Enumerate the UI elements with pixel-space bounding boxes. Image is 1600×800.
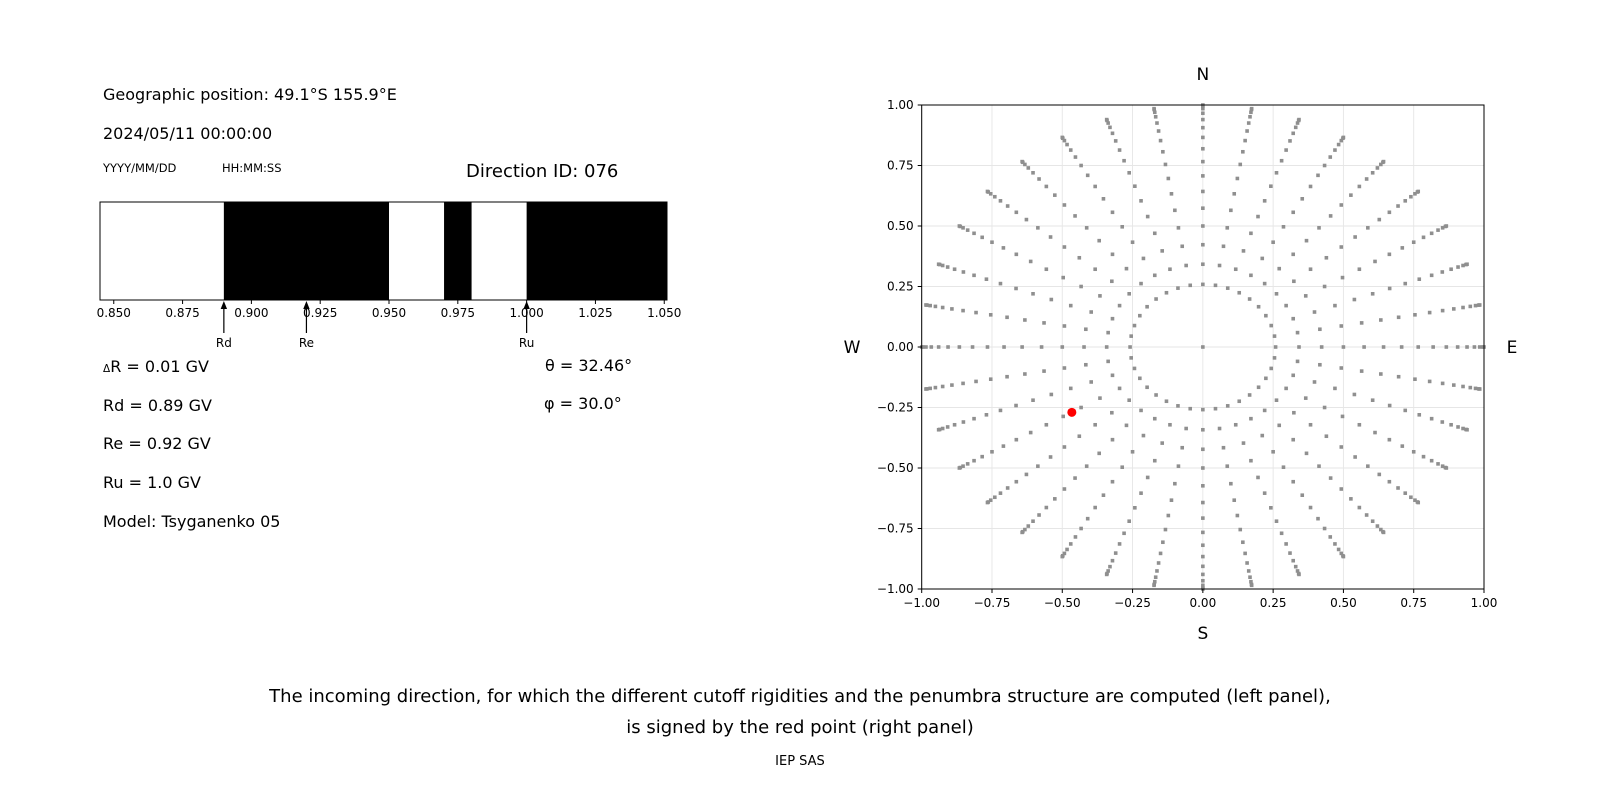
readout-rd: Rd = 0.89 GV (103, 396, 212, 415)
y-tick-label: −0.75 (877, 522, 914, 536)
geographic-position-label: Geographic position: 49.1°S 155.9°E (103, 85, 397, 104)
direction-map-chart: −1.00 −0.75 −0.50 −0.25 0.00 0.25 0.50 0.75 1.00… (844, 65, 1518, 644)
penumbra-tick-label: 1.025 (578, 306, 612, 320)
y-tick-label: 1.00 (887, 98, 914, 112)
y-tick-label: 0.50 (887, 219, 914, 233)
penumbra-tick-label: 1.050 (647, 306, 681, 320)
readout-delta-r-text: R = 0.01 GV (110, 357, 209, 376)
penumbra-tick-label: 0.850 (97, 306, 131, 320)
y-axis-ticks: −1.00 −0.75 −0.50 −0.25 0.00 0.25 0.50 0.75 1.00 (877, 98, 922, 596)
compass-north-label: N (1196, 65, 1209, 85)
credit-label: IEP SAS (775, 754, 825, 769)
x-tick-label: −0.25 (1114, 596, 1151, 610)
y-tick-label: −0.50 (877, 461, 914, 475)
date-format-hint: YYYY/MM/DD (103, 161, 177, 175)
forbidden-band (526, 202, 667, 300)
readout-re: Re = 0.92 GV (103, 434, 211, 453)
readout-ru: Ru = 1.0 GV (103, 473, 201, 492)
caption-line-1: The incoming direction, for which the di… (269, 686, 1331, 707)
penumbra-tick-label: 0.900 (234, 306, 268, 320)
x-tick-label: −0.50 (1044, 596, 1081, 610)
red-incoming-direction-point (1067, 407, 1077, 417)
penumbra-tick-label: 0.875 (165, 306, 199, 320)
time-format-hint: HH:MM:SS (222, 161, 282, 175)
y-tick-label: −1.00 (877, 582, 914, 596)
y-tick-label: 0.75 (887, 159, 914, 173)
arrow-head-icon (523, 301, 530, 309)
x-tick-label: 0.50 (1330, 596, 1357, 610)
x-tick-label: −0.75 (974, 596, 1011, 610)
datetime-label: 2024/05/11 00:00:00 (103, 124, 273, 143)
y-tick-label: 0.25 (887, 280, 914, 294)
penumbra-chart: 0.850 0.875 0.900 0.925 0.950 0.975 1.000 1.025… (97, 201, 681, 350)
direction-id-label: Direction ID: 076 (466, 161, 619, 182)
penumbra-arrows: Rd Re Ru (216, 301, 534, 350)
readout-re-text: Re = 0.92 GV (103, 434, 211, 453)
caption-line-2: is signed by the red point (right panel) (626, 717, 974, 738)
penumbra-tick-label: 0.925 (303, 306, 337, 320)
penumbra-plot-area (99, 201, 668, 301)
forbidden-band (223, 202, 390, 300)
penumbra-x-axis: 0.850 0.875 0.900 0.925 0.950 0.975 1.000 1.025… (97, 300, 681, 320)
readout-model: Model: Tsyganenko 05 (103, 512, 280, 531)
readout-delta-r: ΔR = 0.01 GV (103, 357, 209, 376)
penumbra-tick-label: 0.975 (441, 306, 475, 320)
compass-east-label: E (1507, 338, 1518, 358)
x-tick-label: 0.25 (1260, 596, 1287, 610)
readout-ru-text: Ru = 1.0 GV (103, 473, 201, 492)
forbidden-band (444, 202, 472, 300)
readout-model-text: Model: Tsyganenko 05 (103, 512, 281, 531)
arrow-label: Rd (216, 336, 232, 350)
x-tick-label: 0.75 (1400, 596, 1427, 610)
arrow-label: Ru (519, 336, 534, 350)
arrow-head-icon (220, 301, 228, 309)
x-axis-ticks: −1.00 −0.75 −0.50 −0.25 0.00 0.25 0.50 0.75 1.00 (903, 589, 1497, 610)
theta-angle-label: θ = 32.46° (545, 356, 633, 375)
penumbra-tick-label: 0.950 (372, 306, 406, 320)
x-tick-label: 1.00 (1471, 596, 1498, 610)
y-tick-label: 0.00 (887, 340, 914, 354)
compass-south-label: S (1197, 624, 1208, 644)
arrow-label: Re (299, 336, 314, 350)
x-tick-label: −1.00 (903, 596, 940, 610)
readout-rd-text: Rd = 0.89 GV (103, 396, 212, 415)
delta-glyph: Δ (103, 363, 111, 375)
x-tick-label: 0.00 (1189, 596, 1216, 610)
compass-west-label: W (844, 338, 861, 358)
arrow-head-icon (303, 301, 310, 309)
direction-grid-dots (919, 103, 1486, 591)
phi-angle-label: φ = 30.0° (544, 394, 622, 413)
y-tick-label: −0.25 (877, 401, 914, 415)
